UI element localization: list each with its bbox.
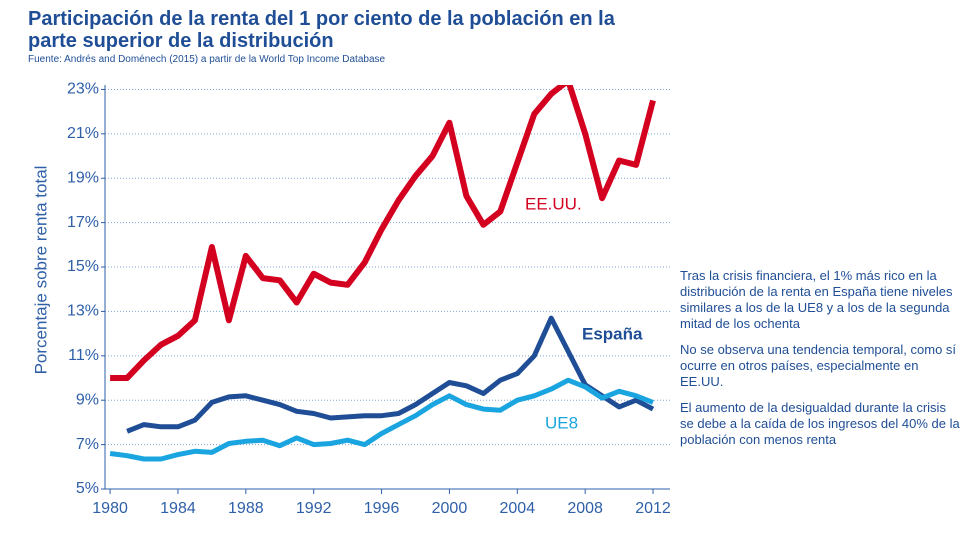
x-tick-label: 1984 — [160, 500, 196, 517]
x-tick-label: 2000 — [432, 500, 468, 517]
y-tick-label: 15% — [67, 258, 99, 275]
y-tick-label: 5% — [76, 480, 99, 497]
x-tick-label: 2008 — [567, 500, 603, 517]
plot-area — [109, 85, 656, 462]
chart-subtitle: Fuente: Andrés and Doménech (2015) a par… — [28, 54, 386, 65]
y-tick-label: 21% — [67, 125, 99, 142]
y-tick-label: 19% — [67, 169, 99, 186]
y-tick-label: 11% — [68, 347, 99, 364]
note: Tras la crisis financiera, el 1% más ric… — [680, 268, 953, 331]
chart-title: Participación de la renta del 1 por cien… — [28, 8, 615, 52]
y-axis-label: Porcentaje sobre renta total — [31, 166, 50, 375]
series-line — [126, 315, 655, 434]
notes: Tras la crisis financiera, el 1% más ric… — [680, 268, 960, 458]
x-tick-label: 1988 — [228, 500, 264, 517]
y-tick-label: 13% — [67, 303, 99, 320]
series-label: EE.UU. — [525, 194, 582, 213]
series-line — [110, 85, 656, 381]
series-label: UE8 — [545, 413, 578, 432]
note: No se observa una tendencia temporal, co… — [680, 342, 957, 389]
x-tick-label: 2004 — [500, 500, 536, 517]
y-tick-label: 7% — [76, 436, 99, 453]
y-tick-label: 17% — [67, 214, 99, 231]
series-line — [109, 377, 654, 462]
note: El aumento de la desigualdad durante la … — [680, 400, 960, 447]
x-tick-label: 1992 — [296, 500, 332, 517]
x-tick-label: 2012 — [635, 500, 671, 517]
x-tick-label: 1996 — [364, 500, 400, 517]
x-tick-label: 1980 — [92, 500, 128, 517]
y-tick-label: 23% — [67, 81, 99, 98]
series-label: España — [582, 324, 643, 343]
y-tick-label: 9% — [76, 391, 99, 408]
